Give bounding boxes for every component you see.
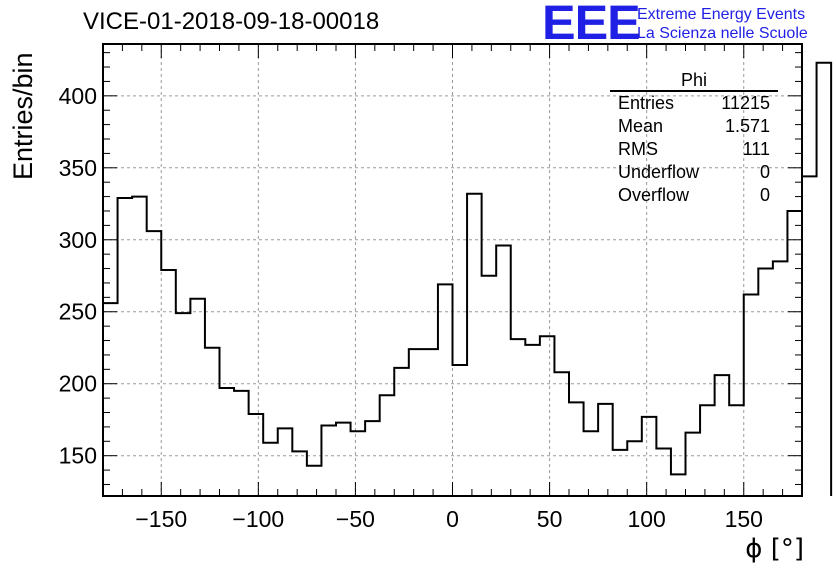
stats-label: Underflow bbox=[618, 162, 700, 182]
stats-label: Mean bbox=[618, 116, 664, 136]
x-tick-label: 50 bbox=[537, 506, 563, 532]
histogram-bin bbox=[467, 194, 482, 496]
histogram-bin bbox=[409, 349, 424, 496]
histogram-bin bbox=[380, 395, 395, 496]
histogram-bin bbox=[656, 448, 671, 496]
histogram-bin bbox=[540, 336, 555, 496]
histogram-bin bbox=[365, 421, 380, 496]
y-axis-label: Entries/bin bbox=[8, 52, 38, 180]
chart-title: VICE-01-2018-09-18-00018 bbox=[83, 8, 380, 35]
stats-value: 0 bbox=[759, 185, 770, 205]
stats-label: RMS bbox=[618, 139, 658, 159]
x-tick-label: −50 bbox=[336, 506, 375, 532]
histogram-bin bbox=[278, 428, 293, 496]
stats-row-mean: Mean 1.571 bbox=[610, 115, 778, 138]
histogram-bin bbox=[598, 404, 613, 496]
histogram-bin bbox=[453, 365, 468, 496]
stats-value: 11215 bbox=[721, 93, 770, 113]
histogram-bin bbox=[132, 197, 147, 496]
y-tick-label: 250 bbox=[59, 299, 97, 325]
x-tick-label: −100 bbox=[232, 506, 284, 532]
x-tick-label: 100 bbox=[627, 506, 665, 532]
histogram-bin bbox=[423, 349, 438, 496]
histogram-bin bbox=[627, 441, 642, 496]
histogram-bin bbox=[525, 345, 540, 496]
histogram-bin bbox=[715, 375, 730, 496]
stats-row-entries: Entries 11215 bbox=[610, 92, 778, 115]
histogram-bin bbox=[205, 348, 220, 496]
y-tick-label: 400 bbox=[59, 83, 97, 109]
stats-value: 0 bbox=[759, 162, 770, 182]
histogram-bin bbox=[103, 303, 118, 496]
histogram-bin bbox=[176, 313, 191, 496]
histogram-bin bbox=[482, 276, 497, 496]
histogram-bin bbox=[758, 269, 773, 496]
histogram-bin bbox=[321, 425, 336, 496]
histogram-bin bbox=[773, 261, 788, 496]
eee-logo: EEE bbox=[542, 0, 641, 50]
histogram-bin bbox=[700, 405, 715, 496]
histogram-bin bbox=[394, 368, 409, 496]
stats-value: 1.571 bbox=[724, 116, 770, 136]
histogram-bin bbox=[744, 294, 759, 496]
x-axis-label: ϕ [°] bbox=[745, 534, 804, 564]
stats-title: Phi bbox=[610, 70, 778, 92]
histogram-bin bbox=[496, 246, 511, 496]
histogram-bin bbox=[642, 417, 657, 496]
logo-line-2: La Scienza nelle Scuole bbox=[637, 25, 808, 42]
histogram-bin bbox=[671, 474, 686, 496]
stats-label: Overflow bbox=[618, 185, 690, 205]
histogram-bin bbox=[190, 299, 205, 496]
histogram-bin bbox=[292, 451, 307, 496]
x-tick-label: 0 bbox=[446, 506, 459, 532]
y-tick-label: 200 bbox=[59, 371, 97, 397]
histogram-bin bbox=[802, 176, 817, 496]
x-tick-label: −150 bbox=[135, 506, 187, 532]
histogram-bin bbox=[569, 402, 584, 496]
histogram-bin bbox=[161, 270, 176, 496]
histogram-bin bbox=[118, 198, 133, 496]
stats-label: Entries bbox=[618, 93, 675, 113]
y-tick-label: 350 bbox=[59, 155, 97, 181]
histogram-bin bbox=[613, 450, 628, 496]
histogram-bin bbox=[438, 284, 453, 496]
stats-value: 111 bbox=[742, 139, 770, 159]
stats-row-underflow: Underflow 0 bbox=[610, 161, 778, 184]
histogram-bin bbox=[249, 414, 264, 496]
histogram-bin bbox=[263, 443, 278, 496]
histogram-bin bbox=[336, 423, 351, 496]
y-tick-label: 150 bbox=[59, 443, 97, 469]
histogram-bin bbox=[686, 433, 701, 496]
histogram-bin bbox=[234, 391, 249, 496]
histogram-bin bbox=[307, 466, 322, 496]
stats-row-overflow: Overflow 0 bbox=[610, 184, 778, 207]
histogram-bin bbox=[817, 63, 832, 496]
histogram-bin bbox=[729, 405, 744, 496]
x-tick-label: 150 bbox=[725, 506, 763, 532]
histogram-bin bbox=[511, 339, 526, 496]
logo-line-1: Extreme Energy Events bbox=[637, 6, 806, 23]
histogram-bin bbox=[584, 431, 599, 496]
stats-box: Phi Entries 11215 Mean 1.571 RMS 111 Und… bbox=[610, 70, 778, 207]
histogram-bin bbox=[220, 388, 235, 496]
histogram-bin bbox=[554, 372, 569, 496]
histogram-bin bbox=[351, 431, 366, 496]
stats-row-rms: RMS 111 bbox=[610, 138, 778, 161]
histogram-step-line bbox=[102, 61, 833, 496]
y-tick-label: 300 bbox=[59, 227, 97, 253]
histogram-bin bbox=[147, 231, 162, 496]
